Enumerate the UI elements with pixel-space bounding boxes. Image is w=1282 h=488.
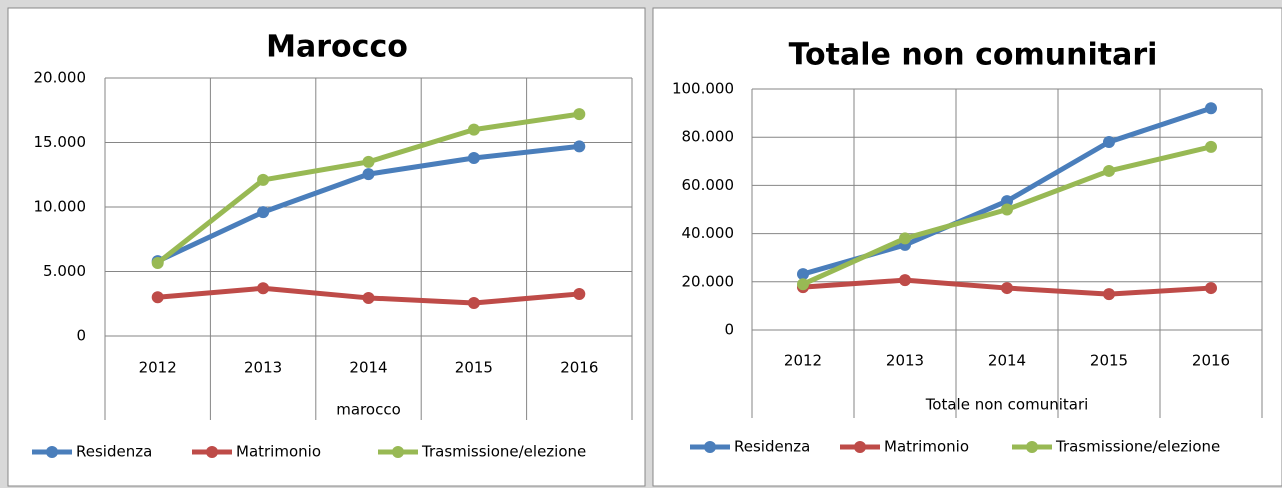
marker (899, 232, 911, 245)
marker (573, 287, 586, 300)
legend-label: Matrimonio (236, 443, 321, 461)
marker (573, 108, 586, 121)
chart-title: Marocco (266, 30, 408, 65)
marker (1103, 136, 1115, 149)
legend-marker (1026, 441, 1038, 453)
legend-marker (206, 446, 218, 458)
y-tick-label: 100.000 (672, 80, 734, 98)
x-tick-label: 2012 (139, 359, 177, 377)
marker (151, 291, 164, 304)
x-tick-label: 2016 (1192, 352, 1230, 370)
marker (467, 123, 480, 136)
marker (1205, 282, 1217, 295)
y-tick-label: 20.000 (34, 69, 87, 87)
x-axis-title: marocco (336, 401, 401, 419)
y-tick-label: 40.000 (682, 224, 735, 242)
x-tick-label: 2013 (886, 352, 924, 370)
y-tick-label: 5.000 (43, 262, 86, 280)
legend-marker (854, 441, 866, 453)
legend-label: Residenza (76, 443, 152, 461)
legend-marker (46, 446, 58, 458)
legend-label: Residenza (734, 438, 810, 456)
panel (652, 7, 1282, 487)
y-tick-label: 0 (76, 327, 86, 345)
x-tick-label: 2014 (988, 352, 1026, 370)
marker (467, 151, 480, 164)
y-tick-label: 80.000 (682, 128, 735, 146)
x-tick-label: 2015 (455, 359, 493, 377)
x-tick-label: 2015 (1090, 352, 1128, 370)
y-tick-label: 20.000 (682, 272, 735, 290)
y-tick-label: 60.000 (682, 176, 735, 194)
marker (797, 278, 809, 291)
marker (362, 291, 375, 304)
marker (362, 168, 375, 181)
legend-marker (392, 446, 404, 458)
marker (899, 274, 911, 287)
x-tick-label: 2014 (349, 359, 387, 377)
chart-title: Totale non comunitari (789, 38, 1158, 73)
x-tick-label: 2012 (784, 352, 822, 370)
marker (151, 256, 164, 269)
marker (1001, 195, 1013, 208)
marker (1205, 102, 1217, 115)
legend-marker (704, 441, 716, 453)
x-tick-label: 2016 (560, 359, 598, 377)
marker (257, 282, 270, 295)
y-tick-label: 15.000 (34, 133, 87, 151)
marker (1001, 203, 1013, 216)
marker (257, 173, 270, 186)
x-tick-label: 2013 (244, 359, 282, 377)
marker (467, 296, 480, 309)
marker (362, 155, 375, 168)
y-tick-label: 0 (724, 321, 734, 339)
marker (797, 268, 809, 281)
marker (1205, 140, 1217, 153)
marker (573, 140, 586, 153)
legend-label: Matrimonio (884, 438, 969, 456)
legend-label: Trasmissione/elezione (1055, 438, 1220, 456)
panel (7, 7, 646, 487)
marker (1001, 282, 1013, 295)
x-axis-title: Totale non comunitari (925, 396, 1089, 414)
marker (1103, 288, 1115, 301)
legend-label: Trasmissione/elezione (421, 443, 586, 461)
marker (257, 206, 270, 219)
y-tick-label: 10.000 (34, 198, 87, 216)
marker (1103, 164, 1115, 177)
